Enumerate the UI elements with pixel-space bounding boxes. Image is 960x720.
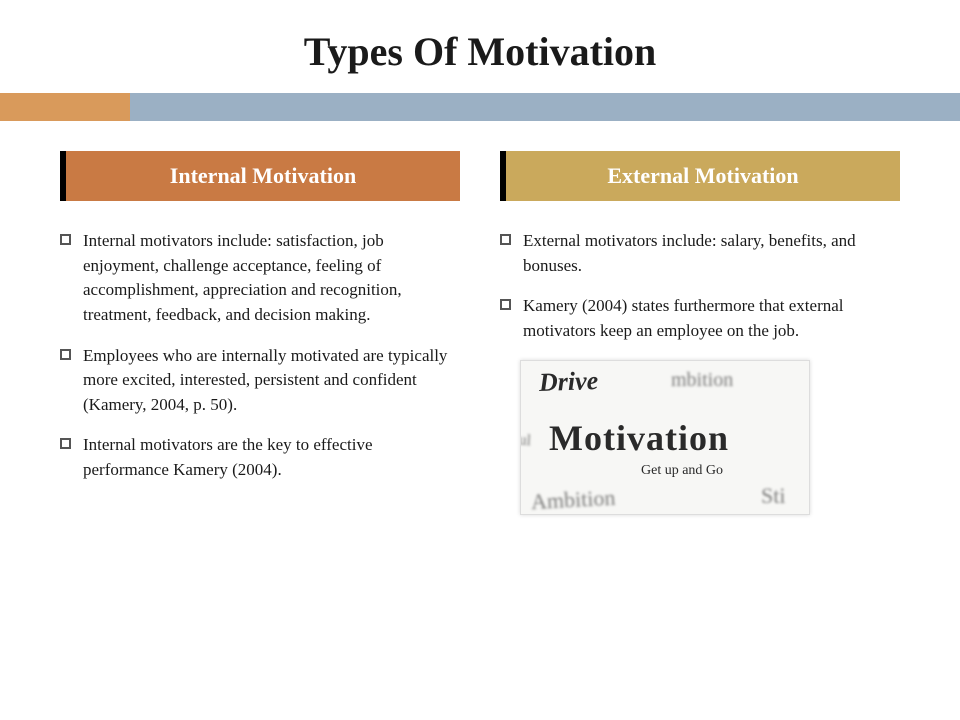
bullet-text: Employees who are internally motivated a… bbox=[83, 344, 460, 418]
accent-bar-right bbox=[130, 93, 960, 121]
page-title: Types Of Motivation bbox=[0, 0, 960, 93]
motivation-collage-image: Drive mbition Motivation stimul Get up a… bbox=[520, 360, 810, 515]
list-item: Internal motivators are the key to effec… bbox=[60, 433, 460, 482]
body-internal: Internal motivators include: satisfactio… bbox=[60, 201, 460, 499]
column-external: External Motivation External motivators … bbox=[500, 151, 900, 515]
list-item: Employees who are internally motivated a… bbox=[60, 344, 460, 418]
accent-bar bbox=[0, 93, 960, 121]
list-item: External motivators include: salary, ben… bbox=[500, 229, 900, 278]
bullet-text: Internal motivators include: satisfactio… bbox=[83, 229, 460, 328]
bullet-text: Kamery (2004) states furthermore that ex… bbox=[523, 294, 900, 343]
collage-word: Sti bbox=[761, 483, 785, 509]
collage-word: mbition bbox=[671, 369, 733, 392]
bullet-icon bbox=[500, 299, 511, 310]
collage-word: Ambition bbox=[530, 484, 616, 514]
columns-container: Internal Motivation Internal motivators … bbox=[0, 121, 960, 515]
header-external: External Motivation bbox=[500, 151, 900, 201]
bullet-icon bbox=[60, 234, 71, 245]
column-internal: Internal Motivation Internal motivators … bbox=[60, 151, 460, 515]
bullet-icon bbox=[60, 438, 71, 449]
header-internal: Internal Motivation bbox=[60, 151, 460, 201]
accent-bar-left bbox=[0, 93, 130, 121]
bullet-icon bbox=[60, 349, 71, 360]
bullet-icon bbox=[500, 234, 511, 245]
list-item: Kamery (2004) states furthermore that ex… bbox=[500, 294, 900, 343]
list-item: Internal motivators include: satisfactio… bbox=[60, 229, 460, 328]
collage-word: Get up and Go bbox=[641, 463, 723, 479]
body-external: External motivators include: salary, ben… bbox=[500, 201, 900, 515]
collage-word: Drive bbox=[538, 366, 598, 398]
collage-word: Motivation bbox=[549, 417, 729, 459]
bullet-text: Internal motivators are the key to effec… bbox=[83, 433, 460, 482]
collage-word: stimul bbox=[520, 429, 532, 450]
bullet-text: External motivators include: salary, ben… bbox=[523, 229, 900, 278]
